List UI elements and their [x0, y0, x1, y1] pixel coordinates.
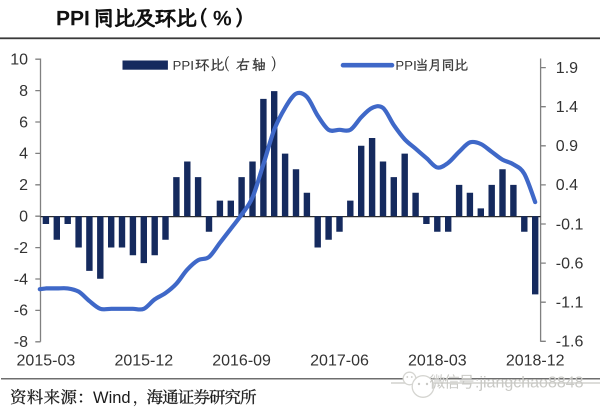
svg-text:0.4: 0.4 [556, 177, 578, 194]
svg-text:Wind: Wind [93, 389, 131, 407]
svg-text:0: 0 [19, 209, 28, 226]
svg-text:1.4: 1.4 [556, 99, 578, 116]
svg-text:-1.6: -1.6 [556, 334, 584, 351]
svg-text:2017-06: 2017-06 [310, 353, 369, 370]
svg-text:0.9: 0.9 [556, 138, 578, 155]
svg-text:-0.1: -0.1 [556, 216, 584, 233]
svg-text:1.9: 1.9 [556, 60, 578, 77]
svg-text:4: 4 [19, 146, 28, 163]
svg-text:-6: -6 [14, 303, 28, 320]
svg-text:-1.1: -1.1 [556, 295, 584, 312]
svg-text:-2: -2 [14, 240, 28, 257]
svg-text:2018-12: 2018-12 [506, 353, 565, 370]
svg-text:2015-03: 2015-03 [17, 353, 76, 370]
svg-text:-4: -4 [14, 271, 28, 288]
svg-text::jiangchao8848: :jiangchao8848 [475, 375, 584, 392]
svg-text:-0.6: -0.6 [556, 255, 584, 272]
svg-text:-8: -8 [14, 334, 28, 351]
svg-text:6: 6 [19, 114, 28, 131]
svg-text:10: 10 [10, 52, 28, 69]
svg-text:2018-03: 2018-03 [408, 353, 467, 370]
svg-text:2015-12: 2015-12 [114, 353, 173, 370]
svg-text:8: 8 [19, 83, 28, 100]
svg-text:2: 2 [19, 177, 28, 194]
svg-text:2016-09: 2016-09 [212, 353, 271, 370]
